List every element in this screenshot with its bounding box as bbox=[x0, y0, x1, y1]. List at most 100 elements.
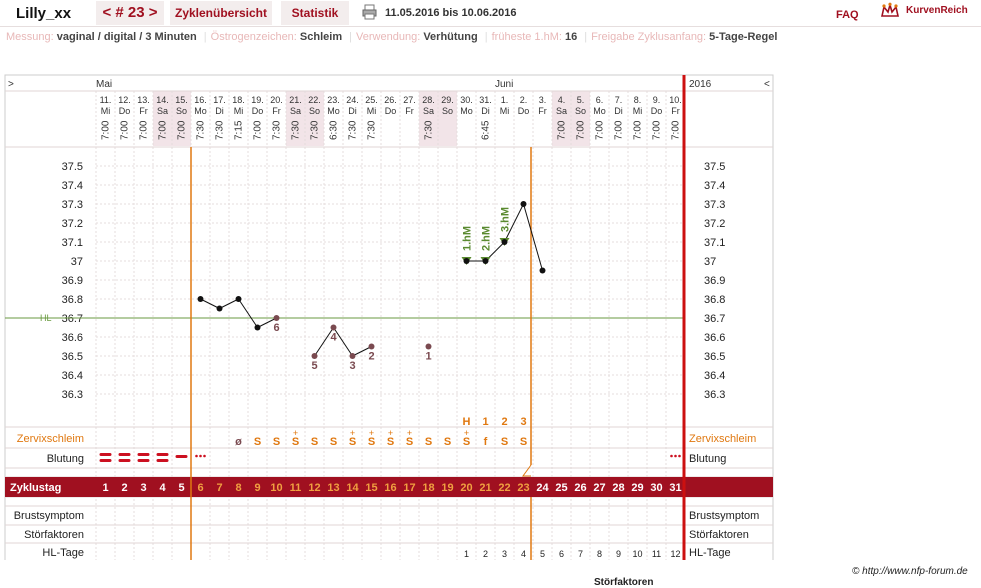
day-date: 29. bbox=[441, 95, 454, 105]
month-may: Mai bbox=[96, 79, 112, 90]
hldays-label-right: HL-Tage bbox=[689, 547, 731, 559]
day-date: 24. bbox=[346, 95, 359, 105]
cervix-symbol: S bbox=[444, 436, 451, 448]
cervix-symbol: S bbox=[254, 436, 261, 448]
cycleday-number: 6 bbox=[197, 482, 203, 494]
hl-day-number: 2 bbox=[483, 549, 488, 559]
temp-point bbox=[520, 201, 527, 207]
temp-point-excluded bbox=[425, 343, 432, 350]
hl-day-number: 6 bbox=[559, 549, 564, 559]
brand-name[interactable]: KurvenReich bbox=[906, 5, 968, 16]
temp-point bbox=[463, 258, 470, 264]
temp-point bbox=[235, 296, 242, 302]
y-tick-label-right: 36.6 bbox=[704, 332, 725, 344]
day-time: 7:00 bbox=[652, 120, 663, 140]
day-weekday: Mi bbox=[234, 106, 244, 116]
cycleday-number: 29 bbox=[631, 482, 643, 494]
breast-label-left: Brustsymptom bbox=[14, 510, 84, 522]
cervix-plus-mark: + bbox=[369, 428, 374, 438]
curve-segment bbox=[333, 327, 353, 357]
bleeding-spot bbox=[674, 454, 677, 458]
meta-value: 16 bbox=[565, 31, 581, 43]
day-weekday: Di bbox=[348, 106, 357, 116]
weekend-header-shade bbox=[286, 91, 305, 146]
cycleday-number: 30 bbox=[650, 482, 662, 494]
day-time: 7:00 bbox=[576, 120, 587, 140]
cervix-symbol: S bbox=[349, 436, 356, 448]
day-date: 8. bbox=[634, 95, 642, 105]
cycleday-number: 7 bbox=[216, 482, 222, 494]
cycleday-number: 22 bbox=[498, 482, 510, 494]
copyright: © http://www.nfp-forum.de bbox=[852, 566, 968, 577]
y-tick-label: 37 bbox=[71, 256, 83, 268]
excluded-label: 1 bbox=[425, 351, 431, 363]
hl-day-number: 8 bbox=[597, 549, 602, 559]
cycleday-number: 20 bbox=[460, 482, 472, 494]
day-time: 7:00 bbox=[253, 120, 264, 140]
curve-segment bbox=[257, 317, 277, 328]
y-tick-label-right: 36.4 bbox=[704, 370, 725, 382]
temp-point-excluded bbox=[311, 353, 318, 359]
cycleday-number: 13 bbox=[327, 482, 339, 494]
day-time: 7:30 bbox=[215, 120, 226, 140]
cycleday-number: 28 bbox=[612, 482, 624, 494]
day-weekday: Sa bbox=[556, 106, 567, 116]
tab-statistics[interactable]: Statistik bbox=[281, 1, 349, 25]
cycle-nav[interactable]: < # 23 > bbox=[96, 1, 164, 25]
cervix-symbol: ø bbox=[235, 436, 242, 448]
day-date: 11. bbox=[100, 95, 112, 105]
cervix-count: H bbox=[463, 416, 471, 428]
day-date: 4. bbox=[558, 95, 566, 105]
day-weekday: Sa bbox=[157, 106, 168, 116]
weekend-header-shade bbox=[153, 91, 172, 146]
day-time: 7:00 bbox=[139, 120, 150, 140]
day-date: 16. bbox=[194, 95, 207, 105]
bleeding-heavy bbox=[99, 459, 112, 462]
meta-separator: | bbox=[584, 31, 588, 43]
printer-icon[interactable] bbox=[362, 4, 377, 20]
y-tick-label-right: 37.2 bbox=[704, 218, 725, 230]
day-date: 17. bbox=[213, 95, 226, 105]
day-weekday: Sa bbox=[290, 106, 301, 116]
cycleday-number: 10 bbox=[270, 482, 282, 494]
faq-link[interactable]: FAQ bbox=[836, 9, 859, 21]
cycleday-number: 11 bbox=[290, 482, 302, 494]
cervix-plus-mark: + bbox=[407, 428, 412, 438]
temp-point-excluded bbox=[349, 353, 356, 359]
y-tick-label: 37.2 bbox=[62, 218, 83, 230]
day-time: 7:30 bbox=[424, 120, 435, 140]
curve-segment bbox=[238, 298, 258, 328]
cervix-symbol: S bbox=[406, 436, 413, 448]
y-tick-label-right: 37.4 bbox=[704, 180, 725, 192]
weekend-header-shade bbox=[172, 91, 191, 146]
day-time: 7:00 bbox=[101, 120, 112, 140]
cervix-symbol: S bbox=[330, 436, 337, 448]
cervix-label-right: Zervixschleim bbox=[689, 433, 756, 445]
excluded-label: 4 bbox=[330, 332, 337, 344]
day-time: 6:45 bbox=[481, 120, 492, 140]
bleeding-spot bbox=[678, 454, 681, 458]
excluded-label: 5 bbox=[311, 360, 317, 372]
day-date: 3. bbox=[539, 95, 547, 105]
cervix-symbol: S bbox=[387, 436, 394, 448]
day-weekday: Mi bbox=[367, 106, 377, 116]
day-date: 26. bbox=[384, 95, 397, 105]
y-tick-label: 36.5 bbox=[62, 351, 83, 363]
cervix-count: 2 bbox=[501, 416, 507, 428]
y-tick-label: 36.8 bbox=[62, 294, 83, 306]
y-tick-label-right: 36.5 bbox=[704, 351, 725, 363]
day-weekday: Mo bbox=[194, 106, 207, 116]
bleeding-heavy bbox=[118, 453, 131, 456]
meta-value: Schleim bbox=[299, 31, 346, 43]
day-weekday: So bbox=[575, 106, 586, 116]
hl-day-number: 4 bbox=[521, 549, 526, 559]
tab-cycle-overview[interactable]: Zyklenübersicht bbox=[170, 1, 272, 25]
cycleday-number: 3 bbox=[140, 482, 146, 494]
day-date: 27. bbox=[403, 95, 416, 105]
meta-key: früheste 1.hM: bbox=[491, 31, 565, 43]
hl-day-number: 11 bbox=[652, 549, 661, 559]
meta-separator: | bbox=[349, 31, 353, 43]
day-time: 7:30 bbox=[196, 120, 207, 140]
day-date: 14. bbox=[156, 95, 169, 105]
day-weekday: So bbox=[176, 106, 187, 116]
